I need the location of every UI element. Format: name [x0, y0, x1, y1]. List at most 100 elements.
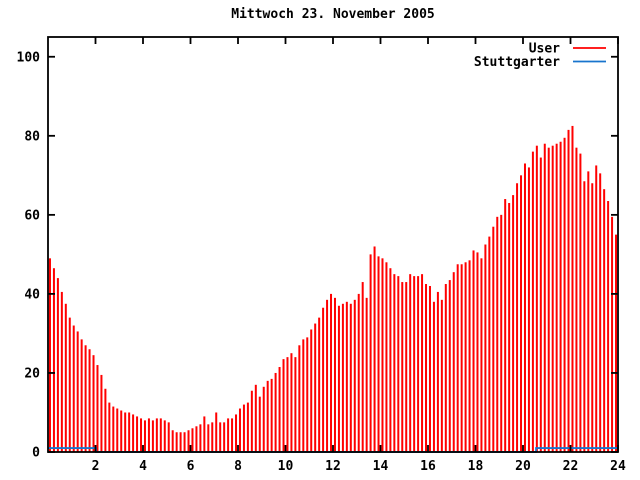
impulse-bar [318, 317, 321, 452]
x-tick-label: 16 [420, 459, 436, 474]
impulse-bar [203, 416, 206, 452]
impulse-bar [587, 171, 590, 452]
x-tick-label: 10 [278, 459, 294, 474]
impulse-bar [132, 414, 135, 452]
impulse-bar [579, 153, 582, 452]
impulse-bar [527, 167, 530, 452]
impulse-bar [266, 380, 269, 452]
impulse-bar [456, 264, 459, 452]
impulse-bar [96, 365, 99, 452]
impulse-bar [179, 432, 182, 452]
impulse-bar [583, 181, 586, 452]
impulse-bar [290, 353, 293, 452]
impulse-bar [361, 282, 364, 452]
impulse-bar [104, 388, 107, 452]
y-tick-label: 80 [24, 129, 40, 144]
legend-label-stuttgarter: Stuttgarter [474, 55, 560, 70]
impulse-bar [520, 175, 523, 452]
impulse-bar [401, 282, 404, 452]
impulse-bar [88, 349, 91, 452]
impulse-bar [448, 280, 451, 452]
impulse-bar [333, 297, 336, 452]
impulse-bar [310, 329, 313, 452]
impulse-bar [68, 317, 71, 452]
impulse-bar [108, 402, 111, 452]
impulse-bar [48, 258, 51, 452]
impulse-bar [286, 357, 289, 452]
impulse-bar [440, 299, 443, 452]
y-tick-label: 40 [24, 287, 40, 302]
impulse-bar [112, 406, 115, 452]
impulse-bar [64, 303, 67, 452]
impulse-bar [140, 418, 143, 452]
impulse-bar [219, 422, 222, 452]
impulse-bar [397, 276, 400, 452]
impulse-bar [591, 183, 594, 453]
impulse-bar [195, 426, 198, 452]
impulse-bar [56, 278, 59, 452]
impulse-bar [432, 301, 435, 452]
plot-frame [47, 36, 619, 453]
impulse-bar [191, 428, 194, 452]
impulse-bar [314, 323, 317, 452]
impulse-bar [512, 195, 515, 452]
impulse-bar [250, 390, 253, 452]
impulse-bar [175, 432, 178, 452]
impulse-bar [409, 274, 412, 452]
impulse-bar [575, 147, 578, 453]
impulse-bar [235, 414, 238, 452]
impulse-bar [120, 410, 123, 452]
y-tick-label: 0 [32, 446, 40, 461]
impulse-bar [599, 173, 602, 453]
impulse-bar [238, 408, 241, 452]
impulse-bar [417, 276, 420, 452]
impulse-bar [298, 345, 301, 452]
impulse-bar [516, 183, 519, 453]
impulse-bar [60, 291, 63, 452]
impulse-bar [294, 357, 297, 452]
impulse-bar [523, 163, 526, 453]
impulse-bar [413, 276, 416, 452]
impulse-bar [500, 214, 503, 452]
impulse-bar [464, 262, 467, 452]
impulse-bar [337, 305, 340, 452]
impulse-bar [270, 378, 273, 452]
impulse-bar [330, 293, 333, 452]
impulse-bar [377, 256, 380, 452]
impulse-bar [143, 420, 146, 452]
x-tick-label: 24 [610, 459, 626, 474]
impulse-bar [124, 412, 127, 452]
impulse-bar [207, 424, 210, 452]
impulse-bar [128, 412, 131, 452]
impulse-bar [258, 396, 261, 452]
impulse-bar [52, 268, 55, 452]
impulse-bar [341, 303, 344, 452]
impulse-bar [567, 129, 570, 452]
impulse-bar [72, 325, 75, 452]
impulse-bar [167, 422, 170, 452]
impulse-bar [551, 145, 554, 452]
impulse-bar [539, 157, 542, 453]
impulse-bar [381, 258, 384, 452]
impulse-bar [508, 203, 511, 452]
impulse-bar [278, 367, 281, 452]
impulse-bar [373, 246, 376, 452]
x-tick-label: 4 [139, 459, 147, 474]
impulse-bar [92, 355, 95, 452]
impulse-bar [389, 268, 392, 452]
impulse-bar [484, 244, 487, 452]
impulse-bar [322, 307, 325, 452]
impulse-bar [421, 274, 424, 452]
impulse-bar [571, 125, 574, 453]
impulse-bar [603, 189, 606, 453]
impulse-bar [84, 345, 87, 452]
impulse-bar [274, 372, 277, 452]
impulse-bar [302, 339, 305, 452]
impulse-bar [607, 201, 610, 452]
impulse-bar [504, 199, 507, 452]
impulse-bar [262, 386, 265, 452]
impulse-bar [231, 418, 234, 452]
impulse-bar [100, 374, 103, 452]
impulse-bar [611, 216, 614, 452]
